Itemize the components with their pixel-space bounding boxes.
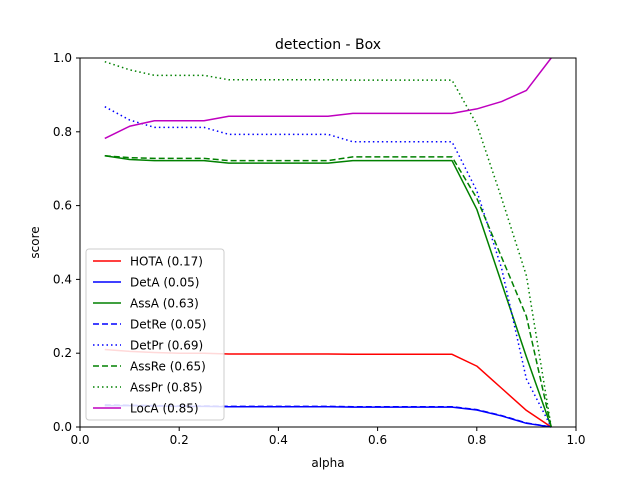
series-line-assre	[104, 155, 552, 428]
y-tick-label: 1.0	[53, 51, 72, 65]
legend-label-detre: DetRe (0.05)	[130, 318, 206, 332]
y-tick-label: 0.6	[53, 199, 72, 213]
x-tick-label: 0.8	[467, 433, 486, 447]
legend-label-deta: DetA (0.05)	[130, 276, 199, 290]
axes-frame	[79, 57, 577, 428]
series-line-asspr	[104, 60, 552, 428]
legend-label-assre: AssRe (0.65)	[130, 360, 206, 374]
x-tick-label: 0.6	[368, 433, 387, 447]
x-tick-label: 0.4	[269, 433, 288, 447]
chart-title: detection - Box	[275, 37, 381, 53]
legend-label-hota: HOTA (0.17)	[130, 255, 203, 269]
legend-label-loca: LocA (0.85)	[130, 402, 199, 416]
y-tick-label: 0.2	[53, 346, 72, 360]
x-tick-label: 1.0	[566, 433, 585, 447]
x-tick-label: 0.2	[170, 433, 189, 447]
y-tick-label: 0.0	[53, 420, 72, 434]
series-line-loca	[104, 57, 552, 140]
legend-label-assa: AssA (0.63)	[130, 297, 199, 311]
y-tick-label: 0.8	[53, 125, 72, 139]
legend-label-detpr: DetPr (0.69)	[130, 339, 203, 353]
legend: HOTA (0.17) DetA (0.05) AssA (0.63) DetRe (…	[85, 248, 225, 421]
y-axis-label: score	[28, 226, 42, 258]
y-axis-ticks: 0.0 0.2 0.4 0.6 0.8 1.0	[53, 51, 80, 434]
legend-label-asspr: AssPr (0.85)	[130, 381, 203, 395]
x-axis-ticks: 0.0 0.2 0.4 0.6 0.8 1.0	[70, 427, 586, 447]
legend-box	[85, 248, 225, 421]
x-tick-label: 0.0	[70, 433, 89, 447]
series-line-assa	[104, 155, 552, 428]
x-axis-label: alpha	[311, 456, 344, 470]
y-tick-label: 0.4	[53, 272, 72, 286]
